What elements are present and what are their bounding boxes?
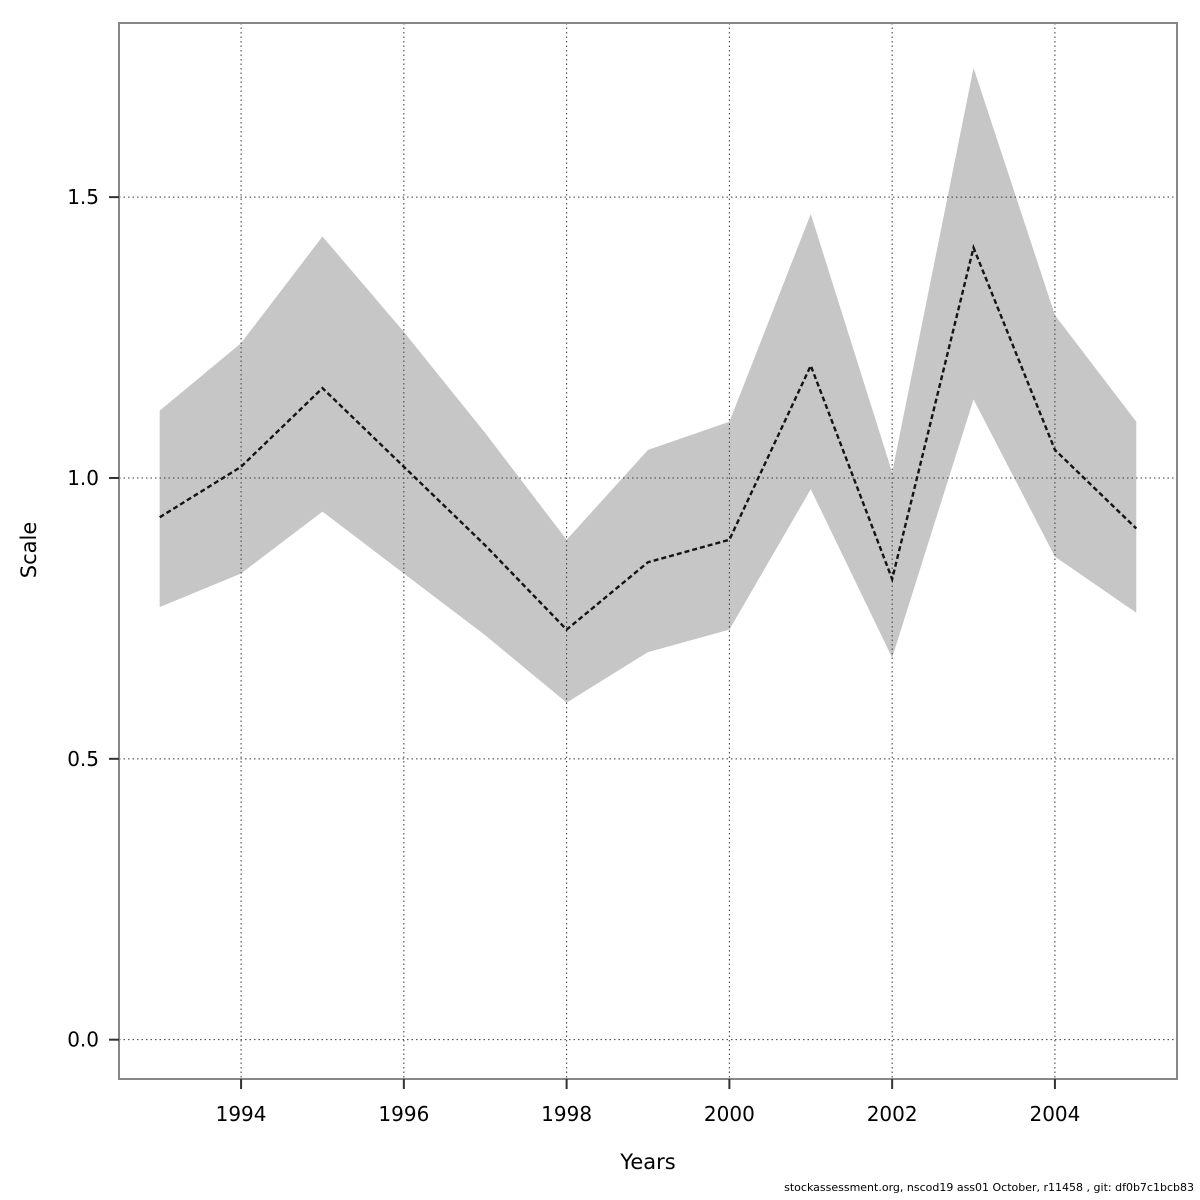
- x-tick-label: 2004: [1029, 1102, 1080, 1126]
- estimate-line: [159, 243, 1138, 632]
- x-axis-title: Years: [620, 1150, 676, 1174]
- x-tick-label: 1998: [541, 1102, 592, 1126]
- x-tick-label: 2002: [867, 1102, 918, 1126]
- y-tick-label: 0.0: [67, 1028, 99, 1052]
- x-tick-label: 1996: [378, 1102, 429, 1126]
- confidence-band: [159, 67, 1137, 703]
- y-axis-title: Scale: [17, 521, 41, 579]
- footer-attribution: stockassessment.org, nscod19 ass01 Octob…: [784, 1181, 1194, 1194]
- plot-border: [118, 22, 1178, 1080]
- y-tick-label: 1.5: [67, 185, 99, 209]
- y-tick-label: 1.0: [67, 466, 99, 490]
- x-tick-label: 2000: [704, 1102, 755, 1126]
- y-tick-label: 0.5: [67, 747, 99, 771]
- x-tick-label: 1994: [216, 1102, 267, 1126]
